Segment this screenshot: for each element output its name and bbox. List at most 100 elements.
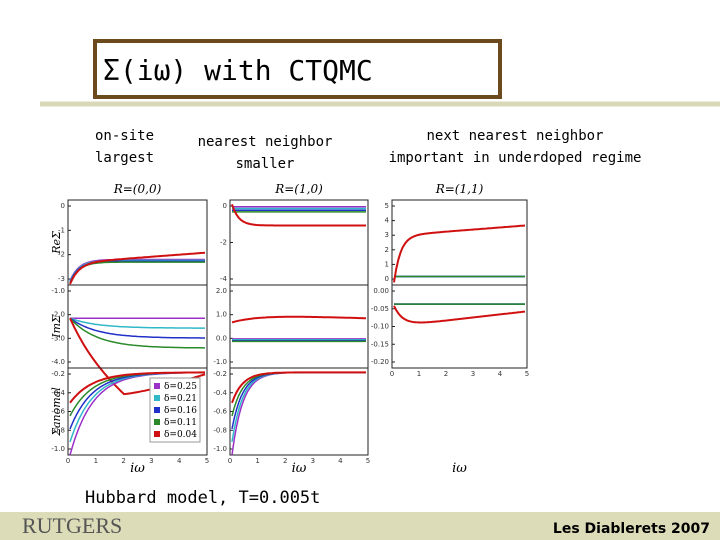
note: next nearest neighbor (426, 128, 603, 144)
x-tick-label: 3 (311, 457, 315, 465)
x-tick-label: 1 (94, 457, 98, 465)
curve (231, 371, 366, 443)
event: Les Diablerets 2007 (553, 521, 710, 537)
legend-marker (154, 395, 160, 401)
note: nearest neighbor (198, 134, 333, 150)
column-title: R=(0,0) (113, 182, 162, 196)
curve (69, 261, 205, 284)
y-tick-label: -1.0 (51, 445, 65, 453)
x-label: iω (130, 461, 145, 476)
x-tick-label: 5 (205, 457, 209, 465)
x-tick-label: 0 (390, 370, 394, 378)
legend-label: δ=0.16 (164, 406, 197, 416)
y-tick-label: -0.05 (371, 305, 389, 313)
footer-bar (0, 512, 720, 540)
legend-label: δ=0.11 (164, 418, 197, 428)
caption: Hubbard model, T=0.005t (85, 488, 320, 508)
legend-marker (154, 419, 160, 425)
y-tick-label: 4 (385, 217, 390, 225)
y-tick-label: 0 (385, 275, 389, 283)
legend-label: δ=0.25 (164, 382, 197, 392)
x-tick-label: 5 (366, 457, 370, 465)
y-tick-label: -0.4 (213, 389, 227, 397)
x-tick-label: 1 (255, 457, 259, 465)
curve (69, 317, 205, 329)
curve (69, 251, 206, 285)
y-tick-label: 2.0 (216, 287, 227, 295)
panel (67, 284, 208, 369)
legend-marker (154, 407, 160, 413)
row-label: Σanomal (50, 387, 63, 437)
curve (69, 317, 205, 339)
curve (231, 371, 366, 430)
x-tick-label: 0 (228, 457, 232, 465)
x-tick-label: 3 (149, 457, 153, 465)
curve (231, 203, 366, 227)
y-tick-label: 1.0 (216, 311, 227, 319)
note: on-site (95, 128, 154, 144)
y-tick-label: -0.8 (51, 426, 65, 434)
column-title: R=(1,1) (435, 182, 484, 196)
x-tick-label: 2 (444, 370, 448, 378)
y-tick-label: -0.6 (51, 408, 65, 416)
curve (231, 371, 366, 404)
y-tick-label: -0.4 (51, 389, 65, 397)
curve (393, 305, 526, 324)
row-label: ImΣ (50, 315, 63, 339)
y-tick-label: -1 (58, 226, 65, 234)
curve (231, 315, 367, 324)
y-tick-label: 1 (385, 260, 389, 268)
panel (67, 199, 208, 286)
y-tick-label: 0 (61, 202, 65, 210)
x-tick-label: 2 (121, 457, 125, 465)
panel (229, 367, 369, 456)
legend-label: δ=0.04 (164, 430, 197, 440)
y-tick-label: -0.2 (51, 370, 65, 378)
x-tick-label: 5 (525, 370, 529, 378)
x-label: iω (452, 461, 467, 476)
row-label: ReΣ (50, 231, 63, 255)
x-tick-label: 1 (417, 370, 421, 378)
y-tick-label: -4 (220, 275, 228, 283)
curve (69, 258, 205, 282)
y-tick-label: -2 (220, 239, 227, 247)
y-tick-label: -1.0 (213, 358, 227, 366)
y-tick-label: -0.6 (213, 408, 227, 416)
logo: RUTGERS (22, 513, 122, 538)
y-tick-label: -2.0 (51, 311, 65, 319)
title: Σ(iω) with CTQMC (103, 54, 373, 87)
x-tick-label: 4 (338, 457, 343, 465)
curve (393, 224, 526, 283)
y-tick-label: -0.20 (371, 358, 389, 366)
x-tick-label: 0 (66, 457, 70, 465)
y-tick-label: 3 (385, 231, 389, 239)
title-box (93, 39, 502, 99)
panel (391, 199, 528, 286)
y-tick-label: -1.0 (51, 287, 65, 295)
y-tick-label: -2 (58, 251, 65, 259)
x-tick-label: 4 (177, 457, 182, 465)
y-tick-label: -4.0 (51, 358, 65, 366)
legend-marker (154, 383, 160, 389)
column-title: R=(1,0) (274, 182, 323, 196)
y-tick-label: -0.15 (371, 340, 389, 348)
legend-label: δ=0.21 (164, 394, 197, 404)
x-tick-label: 4 (498, 370, 503, 378)
panel (229, 199, 369, 286)
note: important in underdoped regime (389, 150, 642, 166)
legend-marker (154, 431, 160, 437)
y-tick-label: 0 (223, 202, 227, 210)
note: largest (95, 150, 154, 166)
y-tick-label: 0.0 (216, 334, 227, 342)
y-tick-label: -0.10 (371, 323, 389, 331)
x-tick-label: 3 (471, 370, 475, 378)
y-tick-label: 5 (385, 202, 389, 210)
x-tick-label: 2 (283, 457, 287, 465)
curve (69, 317, 205, 349)
y-tick-label: 2 (385, 246, 389, 254)
y-tick-label: -3.0 (51, 334, 65, 342)
x-label: iω (292, 461, 307, 476)
curve (69, 371, 205, 404)
y-tick-label: -0.2 (213, 370, 227, 378)
